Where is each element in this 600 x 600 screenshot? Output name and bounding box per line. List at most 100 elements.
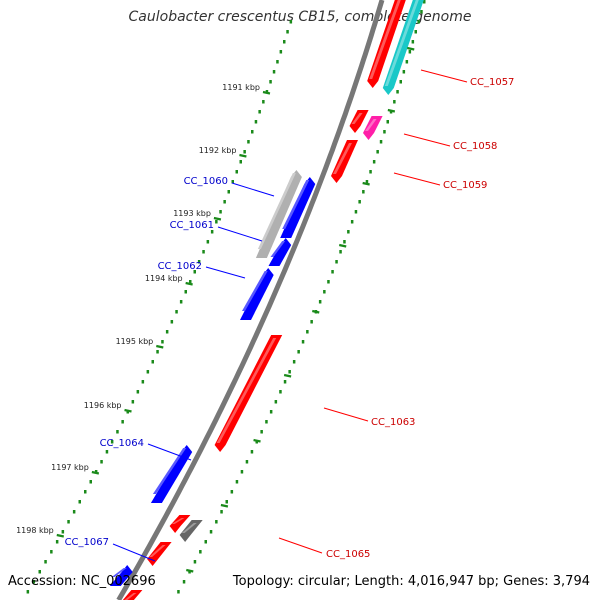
scale-tick	[124, 408, 132, 413]
scale-dot	[50, 550, 53, 554]
scale-tick	[262, 90, 271, 95]
scale-dot	[121, 420, 124, 424]
gene-block-cc-1063	[214, 335, 283, 452]
genome-backbone	[116, 0, 385, 600]
scale-dot	[215, 520, 218, 524]
scale-dot	[339, 250, 342, 254]
gene-block-cc-1059	[331, 140, 358, 183]
scale-dot	[220, 510, 223, 514]
scale-dot	[141, 380, 145, 384]
scale-tick	[362, 181, 370, 186]
scale-dot	[376, 150, 379, 154]
scale-dot	[116, 430, 119, 434]
scale-dot	[210, 230, 214, 234]
scale-dot	[182, 580, 186, 584]
scale-dot	[32, 580, 36, 584]
scale-dot	[260, 430, 263, 434]
scale-dot	[206, 240, 210, 244]
scale-dot	[331, 270, 334, 274]
scale-dot	[343, 240, 346, 244]
scale-dot	[235, 170, 238, 174]
scale-dot	[405, 60, 409, 64]
scale-dot	[245, 460, 249, 464]
scale-dot	[283, 40, 286, 44]
scale-dot	[223, 200, 226, 204]
scale-dot	[219, 210, 222, 214]
scale-dot	[327, 280, 330, 284]
scale-dot	[286, 30, 289, 34]
scale-dot	[362, 190, 365, 194]
scale-dot	[78, 500, 81, 504]
scale-dot	[365, 180, 369, 184]
scale-tick	[213, 216, 222, 221]
gene-block-cc-1065	[169, 515, 191, 533]
gene-label-cc-1060: CC_1060	[184, 176, 228, 187]
scale-dot	[38, 570, 41, 574]
leader-line-cc-1060	[231, 182, 275, 197]
scale-dot	[269, 410, 273, 414]
map-title: Caulobacter crescentus CB15, complete ge…	[128, 9, 472, 25]
scale-tick-label: 1192 kbp	[199, 146, 237, 155]
scale-dot	[335, 260, 338, 264]
scale-dot	[89, 480, 92, 484]
scale-dot	[262, 100, 265, 104]
scale-dot	[55, 540, 59, 544]
scale-dot	[184, 290, 187, 294]
scale-tick	[253, 438, 261, 443]
leader-line-cc-1064	[147, 443, 192, 461]
feature-block-cyan	[382, 0, 424, 95]
scale-dot	[265, 420, 268, 424]
scale-dot	[420, 10, 423, 14]
leader-line-cc-1063	[323, 407, 369, 422]
scale-dot	[105, 450, 109, 454]
scale-dot	[369, 170, 372, 174]
scale-dot	[310, 320, 313, 324]
scale-dot	[251, 130, 254, 134]
gene-labels: CC_1057 CC_1058 CC_1059 CC_1060 CC_1061 CC_10…	[65, 69, 514, 562]
scale-tick-label: 1197 kbp	[51, 463, 89, 472]
scale-tick-label: 1194 kbp	[145, 274, 183, 283]
gene-block-cc-1060	[280, 177, 316, 238]
gene-block-cc-1062	[240, 268, 274, 320]
scale-dot	[94, 470, 98, 474]
scale-dot	[399, 80, 402, 84]
scale-dot	[402, 70, 406, 74]
scale-dot	[84, 490, 87, 494]
scale-dot	[283, 380, 287, 384]
gene-label-cc-1061: CC_1061	[170, 220, 214, 231]
scale-tick-label: 1191 kbp	[222, 83, 260, 92]
scale-dot	[254, 120, 258, 124]
accession-text: Accession: NC_002696	[8, 574, 156, 589]
scale-dot	[230, 490, 234, 494]
scale-dot	[276, 60, 279, 64]
scale-dot	[227, 190, 230, 194]
scale-dot	[243, 150, 246, 154]
scale-dot	[411, 40, 415, 44]
genome-summary-text: Topology: circular; Length: 4,016,947 bp…	[232, 574, 590, 589]
scale-ticks: 1191 kbp 1192 kbp 1193 kbp 1194 kbp 1195 kbp…	[16, 46, 415, 573]
feature-block-dark-gray	[179, 520, 203, 542]
scale-dot	[301, 340, 305, 344]
scale-dot	[358, 200, 361, 204]
scale-tick	[220, 503, 229, 508]
scale-dot	[131, 400, 135, 404]
scale-dot	[110, 440, 114, 444]
scale-dot	[204, 540, 207, 544]
leader-line-cc-1058	[403, 133, 451, 147]
scale-dot	[156, 350, 159, 354]
scale-dot	[269, 80, 272, 84]
gene-label-cc-1058: CC_1058	[453, 141, 497, 152]
gene-features	[109, 0, 424, 600]
scale-dot	[250, 450, 254, 454]
gene-block-cc-1067	[109, 565, 133, 586]
scale-dot	[199, 550, 202, 554]
scale-dot	[61, 530, 65, 534]
scale-dot	[393, 100, 396, 104]
scale-tick	[156, 344, 164, 349]
scale-dot	[179, 300, 183, 304]
scale-dot	[197, 260, 201, 264]
scale-dot	[347, 230, 350, 234]
scale-dot	[215, 220, 218, 224]
scale-tick	[338, 243, 347, 248]
